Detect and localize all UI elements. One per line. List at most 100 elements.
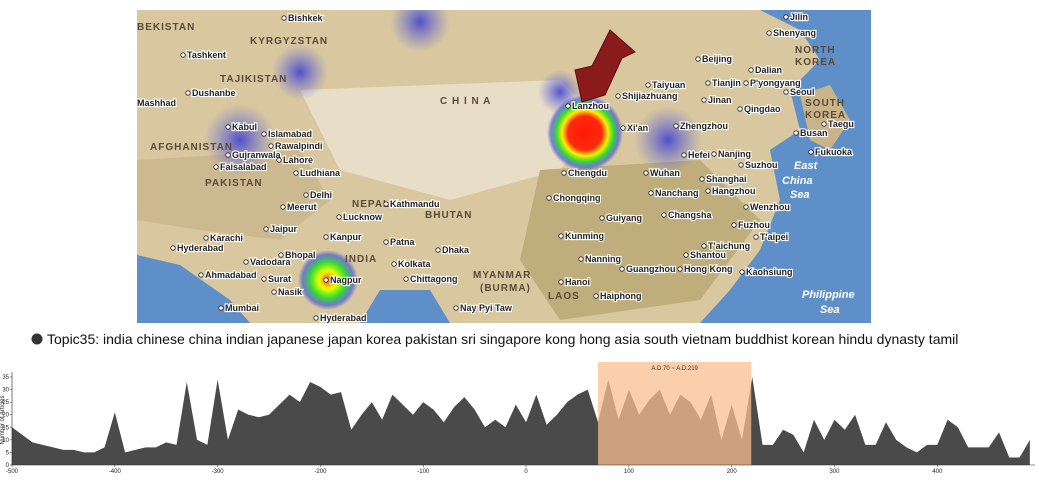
city-dot [383, 201, 389, 207]
city-dot [739, 269, 745, 275]
x-tick-label: -100 [417, 469, 430, 475]
y-tick-label: 15 [2, 425, 9, 431]
city-dot [673, 123, 679, 129]
city-label: Shenyang [773, 28, 816, 38]
map-labels: BEKISTAN Bishkek KYRGYZSTAN Tashkent TAJIKIS… [131, 11, 855, 323]
country-label: AFGHANISTAN [150, 142, 233, 153]
country-label: INDIA [345, 254, 377, 265]
city-dot [681, 152, 687, 158]
heat-blob [634, 106, 702, 174]
city-label: Karachi [210, 233, 243, 243]
country-label: NEPAL [352, 199, 390, 210]
sea-label: Sea [790, 189, 810, 201]
city-label: Tianjin [712, 78, 741, 88]
city-dot [705, 188, 711, 194]
city-label: Nay Pyi Taw [460, 303, 513, 313]
y-tick-label: 20 [2, 413, 9, 419]
y-tick-label: 5 [6, 450, 10, 456]
city-dot [743, 204, 749, 210]
country-label: PAKISTAN [205, 178, 263, 189]
plain [137, 150, 330, 240]
map: BEKISTAN Bishkek KYRGYZSTAN Tashkent TAJIKIS… [131, 10, 871, 323]
city-label: T'aipei [760, 232, 788, 242]
y-tick-label: 25 [2, 400, 9, 406]
country-label: MYANMAR [473, 270, 531, 281]
city-dot [271, 289, 277, 295]
city-label: Nagpur [330, 275, 362, 285]
city-dot [558, 233, 564, 239]
city-label: Nasik [278, 287, 303, 297]
city-dot [783, 89, 789, 95]
city-dot [185, 90, 191, 96]
city-dot [180, 52, 186, 58]
city-dot [403, 276, 409, 282]
city-label: Tashkent [187, 50, 226, 60]
city-label: Ahmadabad [205, 270, 257, 280]
city-dot [336, 214, 342, 220]
city-label: Hyderabad [320, 313, 367, 323]
city-label: Rawalpindi [275, 141, 323, 151]
city-dot [808, 149, 814, 155]
country-label: SOUTH [805, 98, 845, 109]
city-dot [558, 279, 564, 285]
city-dot [619, 266, 625, 272]
city-dot [683, 252, 689, 258]
city-dot [695, 56, 701, 62]
city-label: Vadodara [250, 257, 292, 267]
city-label: Fukuoka [815, 147, 853, 157]
city-dot [225, 152, 231, 158]
city-dot [303, 192, 309, 198]
city-dot [615, 93, 621, 99]
city-label: Hyderabad [177, 243, 224, 253]
city-dot [453, 305, 459, 311]
city-label: Kabul [232, 122, 257, 132]
city-dot [561, 170, 567, 176]
city-dot [243, 259, 249, 265]
city-dot [701, 243, 707, 249]
heat-blob [272, 44, 328, 100]
city-label: Shantou [690, 250, 726, 260]
city-label: Hefei [688, 150, 710, 160]
sea-label: East [794, 160, 819, 172]
city-label: Changsha [668, 210, 713, 220]
country-label: (BURMA) [480, 283, 531, 294]
country-label: KOREA [795, 57, 836, 68]
city-label: T'aichung [708, 241, 750, 251]
city-dot [225, 124, 231, 130]
city-dot [783, 14, 789, 20]
heat-blob [547, 95, 623, 171]
city-label: Qingdao [744, 104, 781, 114]
city-label: Bhopal [285, 250, 316, 260]
city-dot [645, 82, 651, 88]
city-label: Chittagong [410, 274, 458, 284]
city-label: Kathmandu [390, 199, 440, 209]
city-label: Guiyang [606, 213, 642, 223]
city-dot [170, 245, 176, 251]
city-label: Guangzhou [626, 264, 676, 274]
city-label: Xi'an [627, 123, 648, 133]
city-dot [131, 101, 135, 105]
city-dot [383, 239, 389, 245]
city-dot [705, 80, 711, 86]
city-label: Gujranwala [232, 150, 282, 160]
city-dot [699, 176, 705, 182]
legend-label: Topic35: india chinese china indian japa… [47, 331, 958, 347]
city-label: Meerut [287, 202, 317, 212]
city-label: Kanpur [330, 232, 362, 242]
city-dot [737, 106, 743, 112]
city-label: Lanzhou [572, 101, 609, 111]
x-tick-label: -300 [212, 469, 225, 475]
city-dot [213, 164, 219, 170]
city-label: Nanjing [718, 149, 751, 159]
x-tick-label: 400 [932, 469, 943, 475]
country-label: C H I N A [440, 96, 491, 107]
city-label: Wenzhou [750, 202, 790, 212]
city-dot [599, 215, 605, 221]
x-tick-label: -200 [314, 469, 327, 475]
city-label: Lucknow [343, 212, 383, 222]
x-tick-label: 300 [830, 469, 841, 475]
city-dot [578, 256, 584, 262]
city-label: Dhaka [442, 245, 470, 255]
city-dot [198, 272, 204, 278]
plateau [300, 80, 600, 200]
